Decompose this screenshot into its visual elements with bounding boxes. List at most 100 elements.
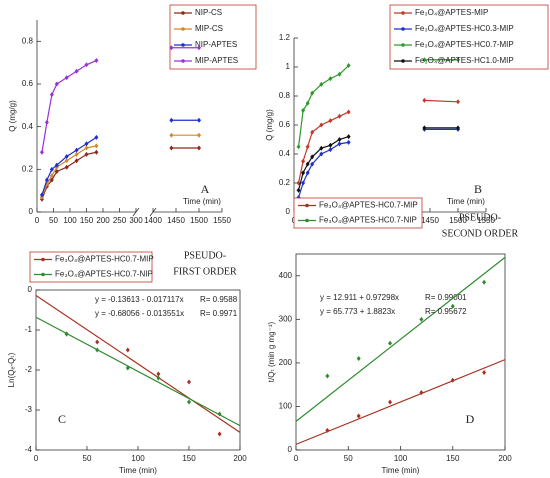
- x-tick-label: 0: [35, 216, 40, 225]
- x-tick-label: 300: [129, 216, 143, 225]
- x-tick-label: 50: [83, 454, 92, 463]
- legend-marker: [41, 272, 45, 277]
- y-tick-label: 0.6: [279, 120, 291, 129]
- data-point: [74, 151, 79, 157]
- x-tick-label: 1500: [449, 216, 467, 225]
- y-tick-label: 0: [29, 207, 34, 216]
- x-tick-label: 200: [498, 454, 512, 463]
- data-point: [456, 57, 460, 63]
- data-point: [305, 170, 310, 176]
- data-point: [328, 76, 333, 82]
- data-point: [310, 129, 315, 135]
- data-point: [64, 331, 69, 337]
- data-point: [197, 132, 201, 138]
- data-point: [422, 57, 427, 63]
- legend-label: Fe₃O₄@APTES-HC0.7-MIP: [319, 201, 418, 210]
- data-point: [337, 141, 342, 147]
- data-point: [94, 143, 99, 149]
- legend-label: Fe₃O₄@APTES-MIP: [415, 8, 488, 17]
- x-axis-label: Time (min): [382, 466, 420, 475]
- data-point: [419, 390, 424, 396]
- y-tick-label: 100: [279, 402, 293, 411]
- data-point: [456, 125, 460, 131]
- x-tick-label: 150: [446, 454, 460, 463]
- legend-marker: [305, 203, 309, 208]
- y-tick-label: 0: [28, 285, 33, 294]
- data-point: [319, 151, 324, 157]
- fit-r: R= 0.95672: [425, 307, 467, 316]
- data-point: [94, 149, 99, 155]
- data-point: [337, 71, 342, 77]
- data-point: [95, 339, 100, 345]
- series-line: [424, 99, 459, 103]
- x-tick-label: 1450: [167, 216, 185, 225]
- y-tick-label: 0.8: [22, 36, 34, 45]
- fit-equation: y = -0.68056 - 0.013551x: [95, 309, 184, 318]
- x-tick-label: 150: [182, 454, 196, 463]
- data-point: [84, 62, 89, 68]
- x-tick-label: 50: [49, 216, 58, 225]
- fit-r: R= 0.9971: [200, 309, 238, 318]
- data-point: [197, 145, 201, 151]
- legend-label: Fe₃O₄@APTES-HC0.7-MIP: [55, 255, 154, 264]
- series-line: [297, 65, 350, 147]
- data-point: [450, 303, 455, 309]
- data-point: [54, 81, 59, 87]
- x-tick-label: 1500: [190, 216, 208, 225]
- data-point: [64, 164, 69, 170]
- legend-label: NIP-APTES: [195, 40, 237, 49]
- legend-box: [169, 4, 257, 70]
- data-point: [356, 356, 361, 362]
- y-tick-label: 200: [279, 358, 293, 367]
- x-tick-label: 150: [80, 216, 94, 225]
- x-tick-label: 200: [96, 216, 110, 225]
- data-point: [169, 45, 174, 51]
- data-point: [84, 141, 89, 147]
- data-point: [325, 373, 330, 379]
- y-tick-label: -4: [25, 445, 33, 454]
- y-tick-label: 0.2: [279, 178, 291, 187]
- x-tick-label: 50: [344, 454, 353, 463]
- x-axis-label: Time (min): [447, 197, 485, 206]
- x-tick-label: 100: [63, 216, 77, 225]
- data-point: [49, 177, 54, 183]
- data-point: [319, 81, 324, 87]
- legend-label: MIP-APTES: [195, 56, 238, 65]
- y-tick-label: 0.4: [279, 149, 291, 158]
- x-tick-label: 250: [113, 216, 127, 225]
- data-point: [301, 108, 306, 113]
- data-point: [346, 109, 351, 115]
- legend-marker: [305, 218, 309, 223]
- x-tick-label: 1550: [477, 216, 495, 225]
- legend-box: [293, 197, 423, 229]
- legend-marker: [181, 11, 185, 15]
- data-point: [125, 347, 130, 353]
- fit-line: [295, 256, 506, 422]
- data-point: [310, 90, 315, 96]
- data-point: [64, 158, 69, 164]
- x-tick-label: 1550: [213, 216, 231, 225]
- data-point: [482, 369, 487, 375]
- data-point: [305, 144, 310, 150]
- legend-label: NIP-CS: [195, 8, 222, 17]
- data-point: [328, 147, 333, 153]
- fit-r: R= 0.99001: [425, 293, 467, 302]
- x-tick-label: 1400: [144, 216, 162, 225]
- y-tick-label: 0.2: [22, 164, 34, 173]
- data-point: [94, 134, 99, 140]
- panel-title: PSEUDO-: [459, 212, 501, 223]
- legend-label: Fe₃O₄@APTES-HC0.3-MIP: [415, 24, 514, 33]
- data-point: [217, 411, 222, 417]
- legend-label: Fe₃O₄@APTES-HC0.7-NIP: [319, 216, 417, 225]
- legend-marker: [401, 27, 405, 31]
- data-point: [346, 139, 351, 145]
- y-tick-label: -3: [25, 405, 33, 414]
- panel-letter: D: [466, 412, 475, 426]
- fit-equation: y = 12.911 + 0.97298x: [320, 293, 399, 302]
- data-point: [422, 97, 427, 103]
- y-tick-label: 0.6: [22, 79, 34, 88]
- data-point: [325, 427, 330, 433]
- y-tick-label: 400: [279, 271, 293, 280]
- data-point: [217, 431, 222, 437]
- panel-title: PSEUDO-: [184, 250, 226, 261]
